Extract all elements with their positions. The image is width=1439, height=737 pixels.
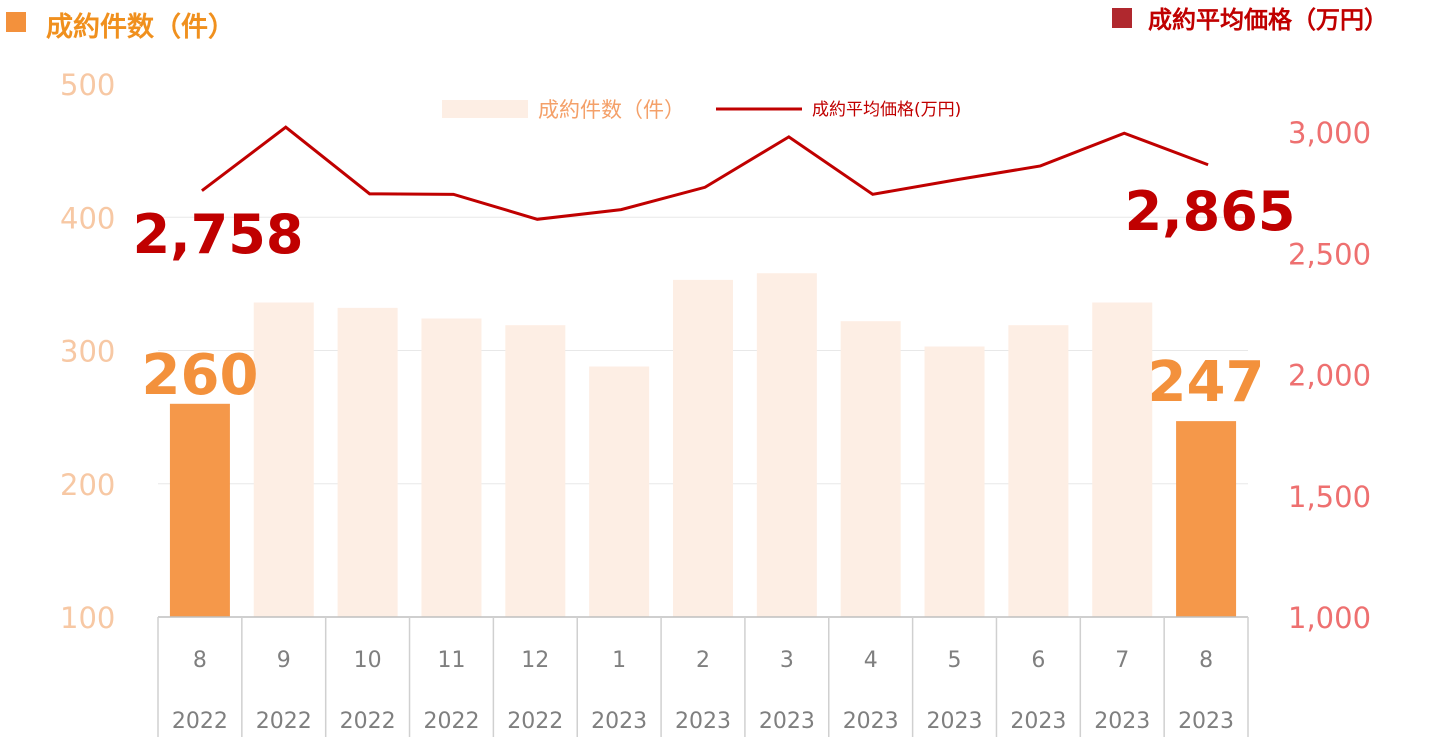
x-tick-year: 2022: [172, 709, 228, 734]
x-tick-year: 2022: [507, 709, 563, 734]
bar: [924, 346, 985, 617]
bar: [589, 366, 650, 617]
right-title-text: 成約平均価格（万円）: [1148, 6, 1388, 34]
right-tick-label: 2,500: [1288, 237, 1371, 271]
bar: [840, 321, 901, 617]
left-tick-label: 200: [60, 468, 115, 502]
x-tick-month: 2: [696, 648, 710, 673]
x-axis: 8 2022 9 2022 10 2022 11 2022 12 2022 1 2023 2 2023 3 2…: [157, 616, 1249, 737]
bar: [1176, 421, 1237, 617]
x-tick-year: 2023: [591, 709, 647, 734]
x-tick-year: 2023: [1094, 709, 1150, 734]
x-tick-month: 7: [1115, 648, 1129, 673]
bar: [756, 273, 817, 617]
x-tick-month: 11: [437, 648, 465, 673]
x-tick-month: 6: [1031, 648, 1045, 673]
x-tick-month: 3: [780, 648, 794, 673]
x-tick-month: 4: [864, 648, 878, 673]
left-tick-label: 300: [60, 335, 115, 369]
x-tick-month: 10: [354, 648, 382, 673]
bar-label-last: 247: [1148, 350, 1265, 415]
bar: [421, 318, 482, 617]
left-y-axis: 100 200 300 400 500: [60, 68, 115, 635]
bar: [505, 325, 566, 617]
right-tick-label: 3,000: [1288, 116, 1371, 150]
right-tick-label: 1,000: [1288, 601, 1371, 635]
bar-label-first: 260: [142, 343, 259, 408]
x-tick-month: 5: [948, 648, 962, 673]
right-y-axis: 1,000 1,500 2,000 2,500 3,000: [1288, 116, 1371, 635]
price-line: [201, 125, 1209, 221]
legend-bar-swatch: [442, 100, 528, 118]
left-tick-label: 500: [60, 68, 115, 102]
x-tick-year: 2022: [340, 709, 396, 734]
legend-line-label: 成約平均価格(万円): [812, 100, 961, 120]
x-tick-month: 8: [1199, 648, 1213, 673]
x-tick-year: 2023: [1178, 709, 1234, 734]
x-tick-year: 2023: [927, 709, 983, 734]
x-tick-year: 2023: [759, 709, 815, 734]
left-tick-label: 100: [60, 601, 115, 635]
bar: [253, 302, 314, 617]
right-tick-label: 2,000: [1288, 359, 1371, 393]
bar: [337, 307, 398, 617]
x-tick-month: 9: [277, 648, 291, 673]
legend: 成約件数（件） 成約平均価格(万円): [442, 98, 961, 122]
x-tick-year: 2023: [843, 709, 899, 734]
left-tick-label: 400: [60, 201, 115, 235]
bar: [169, 403, 230, 617]
line-label-last: 2,865: [1125, 180, 1296, 243]
x-tick-month: 1: [612, 648, 626, 673]
line-label-first: 2,758: [133, 203, 304, 266]
legend-bar-label: 成約件数（件）: [538, 98, 685, 122]
left-title-text: 成約件数（件）: [46, 11, 235, 43]
x-tick-month: 12: [521, 648, 549, 673]
left-title-square-icon: [6, 12, 26, 32]
bar-series: [169, 273, 1237, 617]
line-series: [201, 125, 1209, 221]
right-tick-label: 1,500: [1288, 480, 1371, 514]
right-title-square-icon: [1112, 8, 1132, 28]
x-tick-year: 2023: [1010, 709, 1066, 734]
left-axis-title: 成約件数（件）: [6, 11, 235, 43]
bar: [673, 279, 733, 617]
bar: [1092, 302, 1153, 617]
right-axis-title: 成約平均価格（万円）: [1112, 6, 1388, 34]
bar: [1008, 325, 1069, 617]
x-tick-month: 8: [193, 648, 207, 673]
x-tick-year: 2023: [675, 709, 731, 734]
x-tick-year: 2022: [256, 709, 312, 734]
x-tick-year: 2022: [423, 709, 479, 734]
